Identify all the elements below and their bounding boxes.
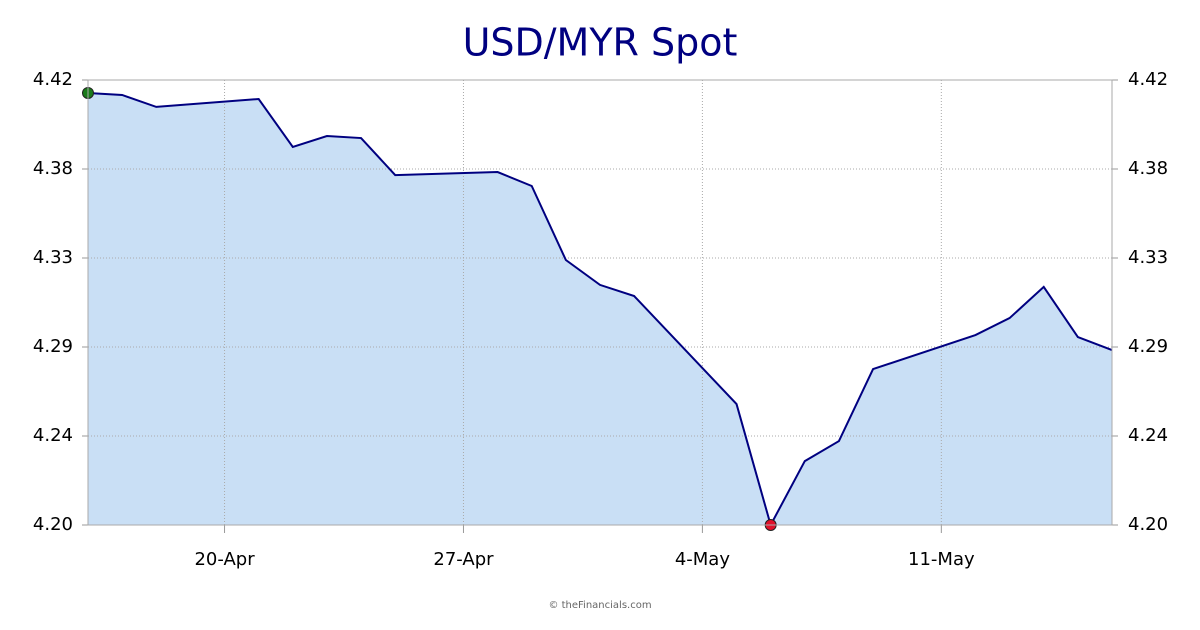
footer: © theFinancials.com — [548, 600, 651, 611]
x-tick-label: 11-May — [908, 549, 975, 570]
y-tick-label: 4.29 — [33, 336, 73, 357]
y2-tick-label: 4.20 — [1128, 514, 1168, 535]
y2-tick-label: 4.42 — [1128, 69, 1168, 90]
x-tick-label: 20-Apr — [194, 549, 255, 570]
plot-border — [87, 79, 1113, 526]
y2-tick-label: 4.29 — [1128, 336, 1168, 357]
x-tick-label: 27-Apr — [433, 549, 494, 570]
y-tick-label: 4.33 — [33, 247, 73, 268]
x-tick-label: 4-May — [675, 549, 731, 570]
y2-tick-label: 4.38 — [1128, 158, 1168, 179]
y-tick-label: 4.42 — [33, 69, 73, 90]
line — [87, 91, 1113, 528]
y-tick-label: 4.24 — [33, 425, 73, 446]
chart-title: USD/MYR Spot — [463, 21, 738, 65]
y-tick-label: 4.38 — [33, 158, 73, 179]
y2-tick-label: 4.24 — [1128, 425, 1168, 446]
area-fill — [88, 92, 1112, 525]
y2-tick-label: 4.33 — [1128, 247, 1168, 268]
y-tick-label: 4.20 — [33, 514, 73, 535]
